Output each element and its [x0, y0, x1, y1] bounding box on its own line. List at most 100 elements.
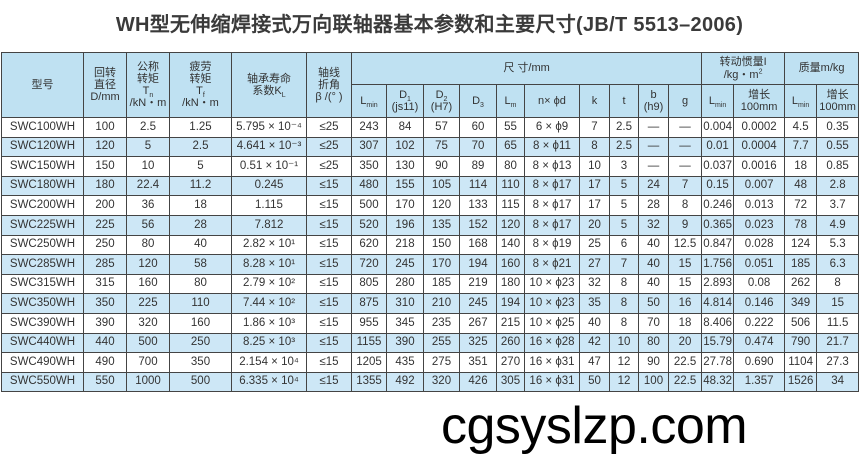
header-b: b (h9) [638, 84, 669, 118]
table-cell: 350 [351, 156, 387, 177]
table-cell: 0.15 [701, 175, 735, 197]
table-cell: 16 × ϕ28 [524, 332, 580, 354]
table-cell: 0.690 [733, 352, 786, 373]
table-cell: 72 [784, 195, 818, 216]
table-cell: 7.7 [784, 136, 818, 158]
table-cell: 245 [459, 293, 497, 314]
header-diameter: 回转 直径 D/mm [83, 52, 127, 118]
table-cell: 40 [638, 254, 669, 275]
table-cell: 48.32 [701, 371, 735, 393]
table-row: SWC100WH 100 2.5 1.25 5.795 × 10⁻⁴ ≤25 243 84 57… [1, 117, 859, 138]
table-cell: 27.3 [816, 352, 859, 373]
table-cell: 345 [386, 312, 424, 334]
table-cell: 10 × ϕ23 [524, 273, 580, 295]
table-cell: 0.037 [701, 156, 735, 177]
header-inertia: 转动惯量I/kg・m2 [701, 52, 786, 85]
model-cell: SWC390WH [1, 312, 84, 334]
table-cell: 105 [423, 175, 460, 197]
table-cell: 110 [496, 175, 525, 197]
table-cell: 1.115 [231, 195, 307, 216]
table-cell: 150 [83, 156, 127, 177]
table-cell: 15.79 [701, 332, 735, 354]
table-cell: 7 [609, 254, 639, 275]
table-cell: 435 [386, 352, 424, 373]
table-cell: 250 [169, 332, 232, 354]
table-cell: 110 [169, 293, 232, 314]
table-cell: 200 [83, 195, 127, 216]
table-cell: 1.357 [733, 371, 786, 393]
table-cell: 245 [386, 254, 424, 275]
table-cell: 57 [423, 117, 460, 138]
table-cell: ≤15 [306, 214, 352, 236]
table-cell: 6.3 [816, 254, 859, 275]
table-cell: 8 × ϕ21 [524, 254, 580, 275]
header-nd: n× ϕd [524, 84, 580, 118]
table-cell: 0.55 [816, 136, 859, 158]
table-cell: 500 [126, 332, 170, 354]
table-cell: 955 [351, 312, 387, 334]
table-cell: 8 [609, 312, 639, 334]
model-cell: SWC200WH [1, 195, 84, 216]
table-cell: 349 [784, 293, 818, 314]
table-cell: 17 [579, 195, 610, 216]
table-cell: 350 [169, 352, 232, 373]
table-cell: 90 [638, 352, 669, 373]
table-cell: 8.25 × 10³ [231, 332, 307, 354]
table-cell: 2.79 × 10² [231, 273, 307, 295]
table-cell: 4.9 [816, 214, 859, 236]
header-mass-lmin: Lmin [784, 84, 818, 118]
table-cell: 35 [579, 293, 610, 314]
table-cell: 40 [169, 234, 232, 256]
table-cell: 0.474 [733, 332, 786, 354]
table-cell: 15 [816, 293, 859, 314]
table-cell: 520 [351, 214, 387, 236]
table-cell: 506 [784, 312, 818, 334]
header-g: g [667, 84, 703, 118]
table-cell: 0.222 [733, 312, 786, 334]
table-cell: 12.5 [667, 234, 703, 256]
table-cell: 15 [667, 273, 703, 295]
table-cell: 2.8 [816, 175, 859, 197]
table-cell: 2.5 [169, 136, 232, 158]
table-row: SWC250WH 250 80 40 2.82 × 10¹ ≤15 620 218 150 168… [1, 234, 859, 256]
model-cell: SWC150WH [1, 156, 84, 177]
table-cell: 180 [83, 175, 127, 197]
table-cell: ≤15 [306, 352, 352, 373]
table-cell: 152 [459, 214, 497, 236]
table-cell: 267 [459, 312, 497, 334]
model-cell: SWC225WH [1, 214, 84, 236]
table-row: SWC150WH 150 10 5 0.51 × 10⁻¹ ≤25 350 130 90 89 80… [1, 156, 859, 177]
table-cell: 115 [496, 195, 525, 216]
table-cell: 285 [83, 254, 127, 275]
table-cell: — [638, 156, 669, 177]
table-cell: 5 [609, 214, 639, 236]
model-cell: SWC180WH [1, 175, 84, 197]
table-cell: 620 [351, 234, 387, 256]
table-cell: — [667, 117, 703, 138]
table-cell: 262 [784, 273, 818, 295]
table-cell: 70 [638, 312, 669, 334]
table-cell: 90 [423, 156, 460, 177]
table-cell: 490 [83, 352, 127, 373]
header-mass-increase: 增长 100mm [816, 84, 859, 118]
table-cell: 89 [459, 156, 497, 177]
table-cell: 7.44 × 10² [231, 293, 307, 314]
header-lm: Lm [496, 84, 525, 118]
table-cell: 22.5 [667, 352, 703, 373]
table-cell: 250 [83, 234, 127, 256]
table-cell: 40 [638, 273, 669, 295]
table-cell: 15 [667, 254, 703, 275]
table-row: SWC315WH 315 160 80 2.79 × 10² ≤15 805 280 185 21… [1, 273, 859, 295]
table-cell: 4.814 [701, 293, 735, 314]
table-cell: 0.013 [733, 195, 786, 216]
table-cell: 440 [83, 332, 127, 354]
table-cell: 3.7 [816, 195, 859, 216]
table-cell: ≤15 [306, 195, 352, 216]
table-cell: ≤15 [306, 332, 352, 354]
table-cell: 32 [638, 214, 669, 236]
table-cell: 1205 [351, 352, 387, 373]
table-cell: 84 [386, 117, 424, 138]
table-cell: 8 × ϕ17 [524, 175, 580, 197]
table-row: SWC200WH 200 36 18 1.115 ≤15 500 170 120 133 115 8 … [1, 195, 859, 216]
table-cell: 320 [126, 312, 170, 334]
